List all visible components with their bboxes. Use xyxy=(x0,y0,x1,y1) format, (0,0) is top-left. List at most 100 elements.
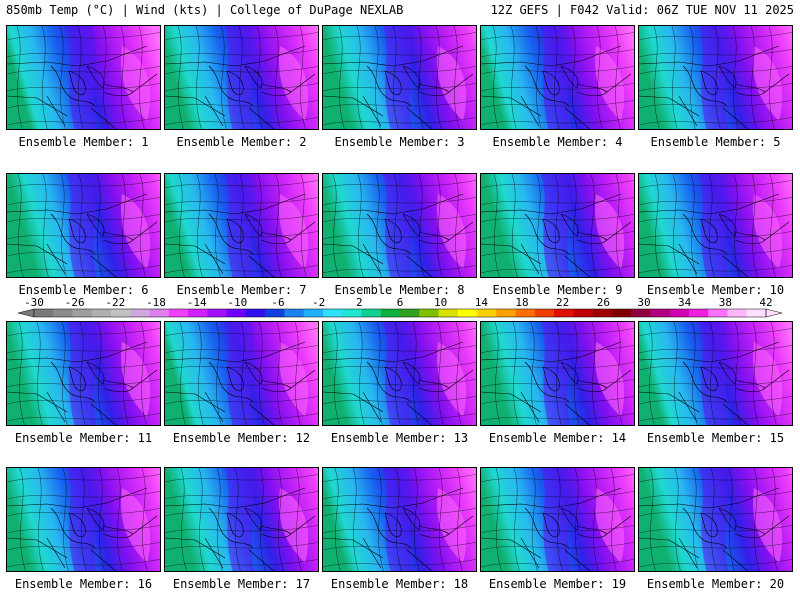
colorbar-outline xyxy=(33,308,767,318)
ensemble-member-label: Ensemble Member: 1 xyxy=(18,135,149,149)
ensemble-member-map xyxy=(638,25,793,130)
colorbar-tick-label: 38 xyxy=(719,297,732,309)
colorbar-max-arrow xyxy=(765,308,783,318)
colorbar-min-arrow xyxy=(17,308,35,318)
colorbar-tick-label: -14 xyxy=(187,297,207,309)
ensemble-member-map xyxy=(322,467,477,572)
ensemble-member-label: Ensemble Member: 11 xyxy=(14,431,153,445)
colorbar-segment xyxy=(380,309,401,317)
colorbar-tick-label: 26 xyxy=(597,297,610,309)
ensemble-member-label: Ensemble Member: 8 xyxy=(334,283,465,297)
map-title: 850mb Temp (°C) | Wind (kts) | College o… xyxy=(6,3,404,17)
colorbar-segment xyxy=(515,309,536,317)
colorbar-segment xyxy=(669,309,690,317)
ensemble-member-label: Ensemble Member: 17 xyxy=(172,577,311,591)
ensemble-member-label: Ensemble Member: 7 xyxy=(176,283,307,297)
ensemble-member-label: Ensemble Member: 16 xyxy=(14,577,153,591)
colorbar-segment xyxy=(53,309,73,317)
ensemble-member-map xyxy=(164,173,319,278)
colorbar-segment xyxy=(72,309,93,317)
colorbar-segment xyxy=(688,309,709,317)
ensemble-member-map xyxy=(322,173,477,278)
ensemble-member-map xyxy=(164,467,319,572)
colorbar-segment xyxy=(496,309,516,317)
colorbar-tick-label: 14 xyxy=(475,297,489,309)
ensemble-member-map xyxy=(480,173,635,278)
ensemble-member-map xyxy=(164,25,319,130)
colorbar-segment xyxy=(130,309,150,317)
colorbar-tick-label: 18 xyxy=(515,297,528,309)
colorbar-segment xyxy=(168,309,189,317)
ensemble-member-label: Ensemble Member: 9 xyxy=(492,283,623,297)
colorbar-segment xyxy=(226,309,247,317)
colorbar-tick-label: -22 xyxy=(105,297,125,309)
ensemble-member-map xyxy=(322,25,477,130)
colorbar-segment xyxy=(207,309,227,317)
colorbar-tick-label: 42 xyxy=(759,297,772,309)
ensemble-member-label: Ensemble Member: 18 xyxy=(330,577,469,591)
ensemble-member-map xyxy=(638,173,793,278)
colorbar-segment xyxy=(284,309,304,317)
colorbar-segment xyxy=(111,309,131,317)
ensemble-member-map xyxy=(480,321,635,426)
colorbar-segment xyxy=(34,309,54,317)
colorbar-segment xyxy=(342,309,362,317)
colorbar-segment xyxy=(631,309,651,317)
ensemble-member-map xyxy=(6,467,161,572)
colorbar-segment xyxy=(554,309,574,317)
ensemble-member-label: Ensemble Member: 14 xyxy=(488,431,627,445)
ensemble-member-label: Ensemble Member: 15 xyxy=(646,431,785,445)
ensemble-member-label: Ensemble Member: 6 xyxy=(18,283,149,297)
colorbar-segment xyxy=(727,309,748,317)
ensemble-member-label: Ensemble Member: 2 xyxy=(176,135,307,149)
colorbar-segment xyxy=(573,309,593,317)
colorbar-tick-label: 30 xyxy=(637,297,650,309)
colorbar-tick-label: 34 xyxy=(678,297,692,309)
colorbar-segment xyxy=(708,309,728,317)
ensemble-member-map xyxy=(638,321,793,426)
colorbar-tick-label: 2 xyxy=(356,297,363,309)
colorbar-tick-label: -18 xyxy=(146,297,166,309)
temperature-colorbar: -30 -26 -22 -18 -14 -10 -6 -2 2 6 10 14 18 22 26 30 34 38… xyxy=(17,297,783,318)
ensemble-member-map xyxy=(164,321,319,426)
colorbar-segment xyxy=(149,309,170,317)
ensemble-member-label: Ensemble Member: 10 xyxy=(646,283,785,297)
ensemble-member-label: Ensemble Member: 19 xyxy=(488,577,627,591)
ensemble-member-label: Ensemble Member: 12 xyxy=(172,431,311,445)
ensemble-member-map xyxy=(638,467,793,572)
model-run-info: 12Z GEFS | F042 Valid: 06Z TUE NOV 11 20… xyxy=(490,3,794,17)
colorbar-tick-label: -6 xyxy=(271,297,284,309)
ensemble-member-map xyxy=(6,25,161,130)
colorbar-segment xyxy=(419,309,439,317)
colorbar-segment xyxy=(245,309,266,317)
colorbar-segment xyxy=(91,309,112,317)
colorbar-segment xyxy=(400,309,420,317)
colorbar-segment xyxy=(188,309,208,317)
ensemble-member-map xyxy=(322,321,477,426)
colorbar-tick-label: -10 xyxy=(227,297,247,309)
ensemble-member-map xyxy=(480,467,635,572)
colorbar-segment xyxy=(303,309,324,317)
colorbar-segment xyxy=(611,309,632,317)
colorbar-tick-label: 10 xyxy=(434,297,447,309)
colorbar-segment xyxy=(438,309,459,317)
colorbar-tick-label: -26 xyxy=(65,297,85,309)
ensemble-member-label: Ensemble Member: 3 xyxy=(334,135,465,149)
colorbar-tick-label: 6 xyxy=(397,297,404,309)
colorbar-segment xyxy=(477,309,497,317)
ensemble-member-label: Ensemble Member: 5 xyxy=(650,135,781,149)
ensemble-member-map xyxy=(6,321,161,426)
colorbar-segment xyxy=(361,309,382,317)
colorbar-segment xyxy=(746,309,767,317)
colorbar-segment xyxy=(650,309,670,317)
colorbar-segment xyxy=(592,309,613,317)
colorbar-segment xyxy=(322,309,343,317)
colorbar-tick-label: -2 xyxy=(312,297,325,309)
ensemble-member-label: Ensemble Member: 4 xyxy=(492,135,623,149)
colorbar-tick-label: -30 xyxy=(24,297,44,309)
ensemble-member-map xyxy=(6,173,161,278)
colorbar-segment xyxy=(457,309,478,317)
ensemble-member-label: Ensemble Member: 20 xyxy=(646,577,785,591)
ensemble-member-map xyxy=(480,25,635,130)
ensemble-member-label: Ensemble Member: 13 xyxy=(330,431,469,445)
